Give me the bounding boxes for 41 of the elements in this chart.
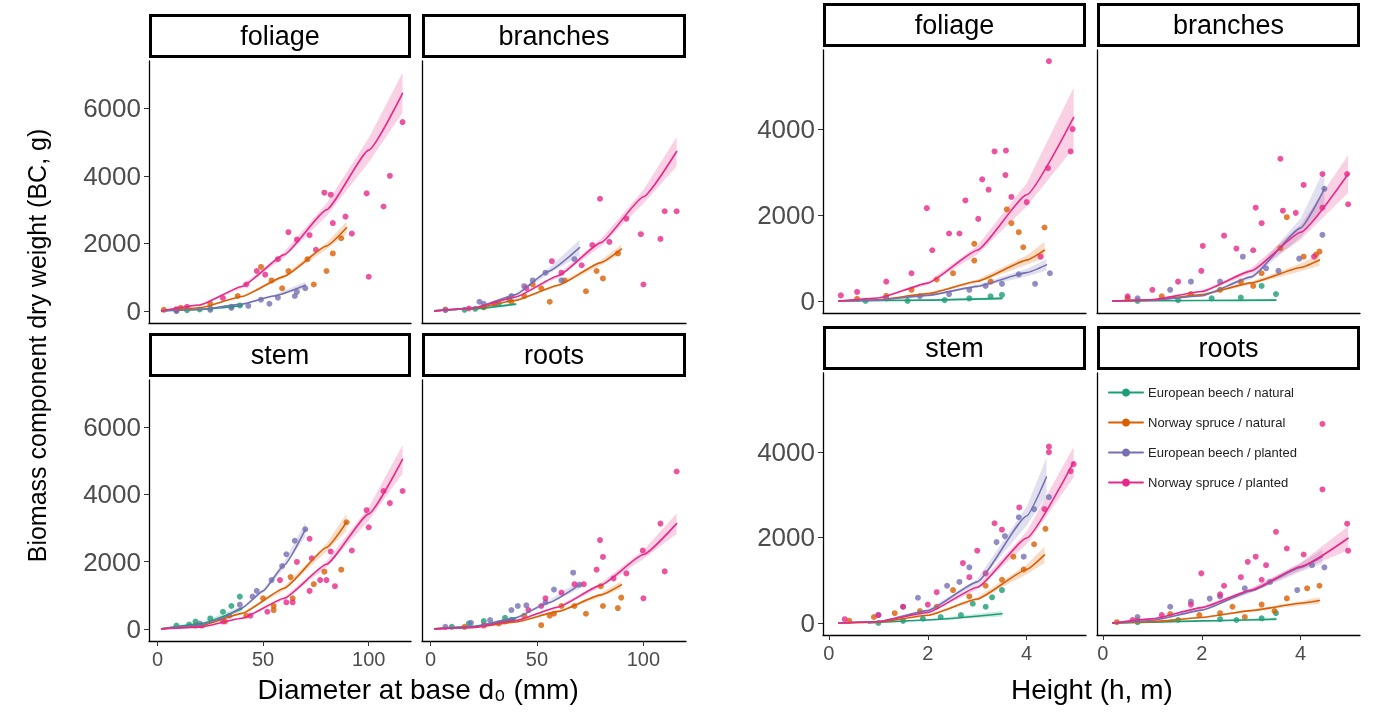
x-tick-label: 4 bbox=[1295, 642, 1307, 664]
y-tick-label: 0 bbox=[800, 285, 815, 316]
y-tick-label: 0 bbox=[126, 295, 141, 326]
y-tick-label: 4000 bbox=[83, 479, 141, 510]
y-tick-label: 2000 bbox=[83, 228, 141, 259]
x-tick-label: 100 bbox=[626, 648, 661, 670]
chart-title: foliage bbox=[149, 14, 411, 58]
legend-label: Norway spruce / planted bbox=[1148, 475, 1289, 490]
chart-title: stem bbox=[149, 333, 411, 377]
legend-label: Norway spruce / natural bbox=[1148, 415, 1286, 430]
x-tick-label: 4 bbox=[1021, 642, 1033, 664]
y-axis-title: Biomass component dry weight (BC, g) bbox=[23, 128, 53, 562]
chart-title: roots bbox=[422, 333, 686, 377]
y-tick-label: 2000 bbox=[757, 522, 815, 553]
chart-title: branches bbox=[422, 14, 686, 58]
legend-label: European beech / natural bbox=[1148, 385, 1295, 400]
x-tick-label: 0 bbox=[151, 648, 164, 670]
x-tick-label: 0 bbox=[424, 648, 437, 670]
x-tick-label: 2 bbox=[922, 642, 934, 664]
x-tick-label: 100 bbox=[352, 648, 386, 670]
y-tick-label: 4000 bbox=[757, 114, 815, 145]
x-tick-label: 50 bbox=[525, 648, 549, 670]
y-tick-label: 2000 bbox=[757, 200, 815, 231]
y-tick-label: 0 bbox=[126, 613, 141, 644]
y-tick-label: 6000 bbox=[83, 412, 141, 443]
chart-title: branches bbox=[1097, 3, 1360, 47]
chart-title: roots bbox=[1097, 326, 1360, 370]
y-tick-label: 2000 bbox=[83, 546, 141, 577]
chart-title: stem bbox=[823, 326, 1086, 370]
chart-title: foliage bbox=[823, 3, 1086, 47]
y-tick-label: 4000 bbox=[83, 160, 141, 191]
x-axis-title: Diameter at base d₀ (mm) bbox=[257, 674, 579, 706]
x-tick-label: 50 bbox=[251, 648, 275, 670]
x-tick-label: 0 bbox=[1097, 642, 1109, 664]
x-tick-label: 2 bbox=[1196, 642, 1208, 664]
x-tick-label: 0 bbox=[823, 642, 835, 664]
y-tick-label: 6000 bbox=[83, 93, 141, 124]
y-tick-label: 4000 bbox=[757, 436, 815, 467]
y-tick-label: 0 bbox=[800, 608, 815, 639]
legend-label: European beech / planted bbox=[1148, 445, 1297, 460]
x-axis-title: Height (h, m) bbox=[1011, 674, 1173, 706]
